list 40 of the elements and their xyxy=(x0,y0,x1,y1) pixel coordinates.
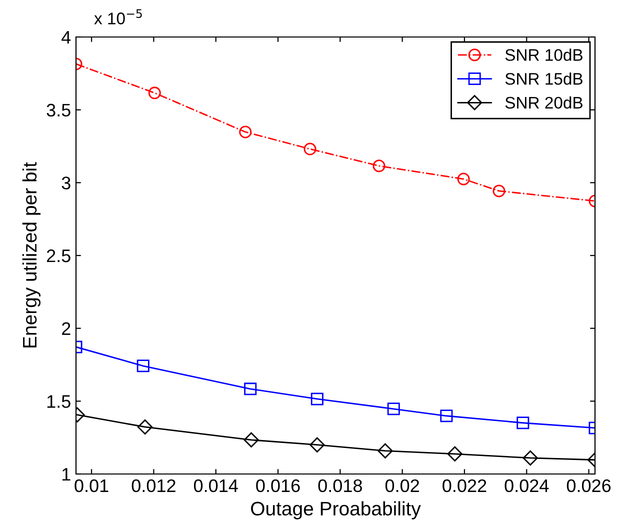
y-tick-label: 3.5 xyxy=(46,104,70,117)
point xyxy=(372,160,386,172)
x-tick-label: 0.014 xyxy=(194,479,238,492)
x-axis-title: Outage Proabability xyxy=(251,501,421,520)
x-tick-label: 0.01 xyxy=(74,479,108,492)
x-tick-label: 0.02 xyxy=(385,479,419,492)
point xyxy=(447,446,462,462)
y-tick-label: 2 xyxy=(62,322,70,335)
point xyxy=(310,437,325,452)
x-tick-label: 0.024 xyxy=(504,479,549,492)
text: x 10$^{−5}$ xyxy=(94,9,142,24)
legend-label: SNR 20dB xyxy=(505,96,582,109)
legend-label: SNR 15dB xyxy=(505,72,582,85)
point xyxy=(492,184,506,198)
y-tick-label: 2.5 xyxy=(46,249,70,262)
point xyxy=(148,86,161,100)
x-tick-label: 0.026 xyxy=(566,479,611,492)
x-tick-label: 0.016 xyxy=(256,479,300,492)
point xyxy=(239,126,252,138)
x-tick-label: 0.022 xyxy=(442,479,486,492)
x-tick-label: 0.012 xyxy=(132,479,176,492)
point xyxy=(304,142,316,156)
point xyxy=(516,416,530,430)
point xyxy=(136,360,150,372)
point xyxy=(378,443,393,458)
y-tick-label: 4 xyxy=(62,31,71,44)
point xyxy=(244,382,257,396)
point xyxy=(457,172,470,186)
y-tick-label: 1.5 xyxy=(47,395,70,408)
x-tick-label: 0.018 xyxy=(318,479,362,492)
point xyxy=(522,450,538,466)
point xyxy=(387,402,400,416)
y-tick-label: 3 xyxy=(62,176,70,190)
point xyxy=(310,392,324,406)
legend-label: SNR 10dB xyxy=(505,48,582,61)
point xyxy=(137,419,153,435)
point xyxy=(440,410,453,422)
point xyxy=(244,432,259,448)
y-axis-title: Energy utilized per bit xyxy=(22,162,40,348)
y-tick-label: 1 xyxy=(62,468,70,481)
